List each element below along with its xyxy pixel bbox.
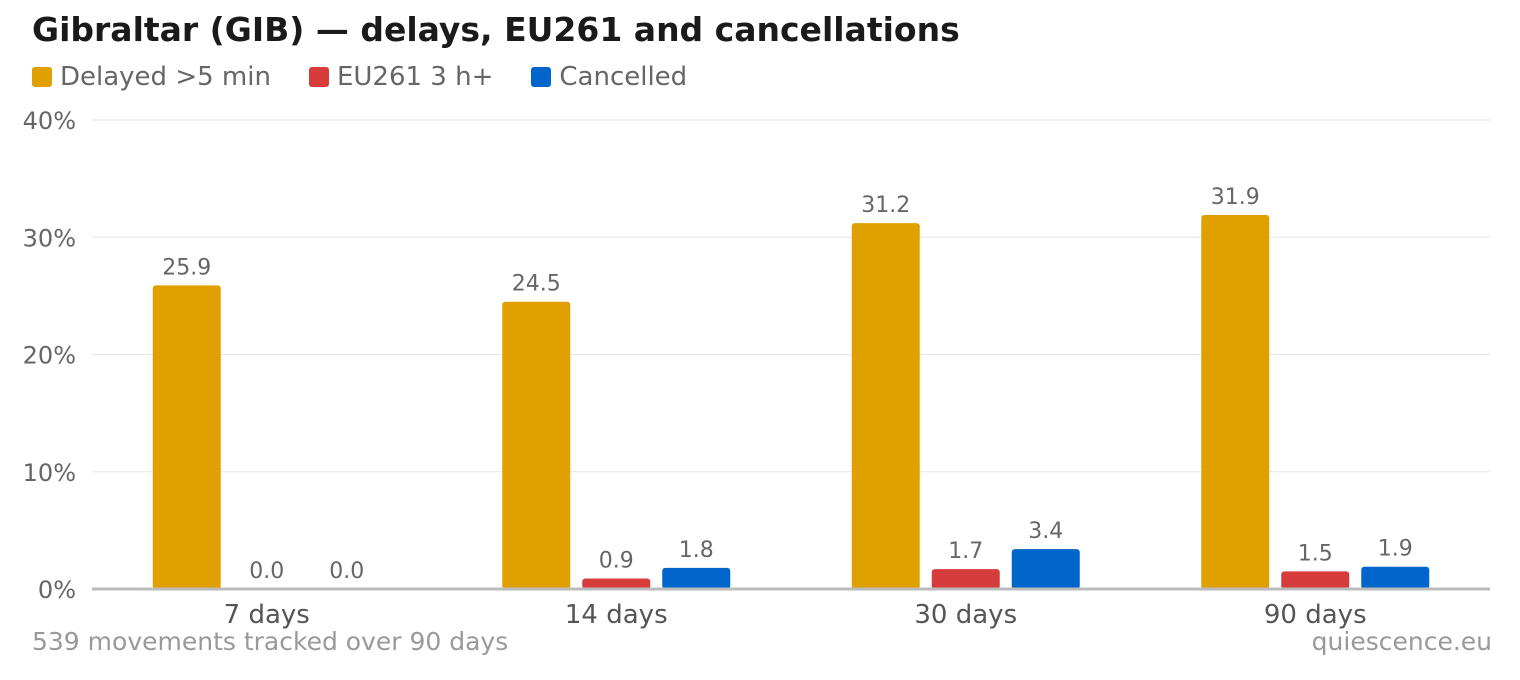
- data-label: 0.0: [249, 559, 284, 584]
- x-tick-label: 90 days: [1264, 600, 1367, 630]
- x-tick-label: 14 days: [565, 600, 668, 630]
- data-label: 1.9: [1378, 537, 1413, 562]
- legend-label-eu261: EU261 3 h+: [336, 62, 494, 92]
- data-label: 0.9: [599, 548, 634, 573]
- data-label: 31.2: [861, 193, 910, 218]
- data-label: 1.5: [1298, 541, 1333, 566]
- x-tick-label: 7 days: [224, 600, 310, 630]
- legend-item-eu261: EU261 3 h+: [308, 62, 494, 92]
- legend-swatch-eu261: [308, 67, 329, 87]
- bar: [502, 301, 571, 589]
- data-label: 1.8: [679, 538, 714, 563]
- legend-swatch-delayed: [32, 67, 52, 87]
- bar: [152, 285, 221, 589]
- bar: [662, 567, 731, 589]
- data-label: 24.5: [512, 272, 561, 297]
- footnote: 539 movements tracked over 90 days: [32, 627, 509, 656]
- y-tick-label: 20%: [23, 342, 76, 370]
- legend: Delayed >5 min EU261 3 h+ Cancelled: [32, 60, 725, 94]
- bar: [1281, 571, 1350, 589]
- bar: [1011, 549, 1080, 589]
- data-label: 25.9: [162, 255, 211, 280]
- y-tick-label: 10%: [23, 459, 76, 487]
- chart-title: Gibraltar (GIB) — delays, EU261 and canc…: [32, 10, 960, 49]
- legend-item-cancelled: Cancelled: [531, 62, 687, 92]
- data-label: 0.0: [329, 559, 364, 584]
- bar: [931, 569, 1000, 589]
- y-tick-label: 30%: [23, 224, 76, 252]
- legend-label-cancelled: Cancelled: [559, 62, 688, 92]
- bar: [1361, 566, 1430, 589]
- bar: [1201, 214, 1270, 589]
- bar: [851, 223, 920, 589]
- data-label: 1.7: [948, 539, 983, 564]
- data-label: 3.4: [1028, 519, 1063, 544]
- x-tick-label: 30 days: [914, 600, 1017, 630]
- y-tick-label: 0%: [38, 576, 76, 604]
- legend-item-delayed: Delayed >5 min: [32, 62, 271, 92]
- data-label: 31.9: [1211, 185, 1260, 210]
- source-credit: quiescence.eu: [1311, 627, 1492, 656]
- y-tick-label: 40%: [23, 107, 76, 135]
- legend-label-delayed: Delayed >5 min: [60, 62, 271, 92]
- bar: [582, 578, 651, 589]
- legend-swatch-cancelled: [531, 67, 552, 87]
